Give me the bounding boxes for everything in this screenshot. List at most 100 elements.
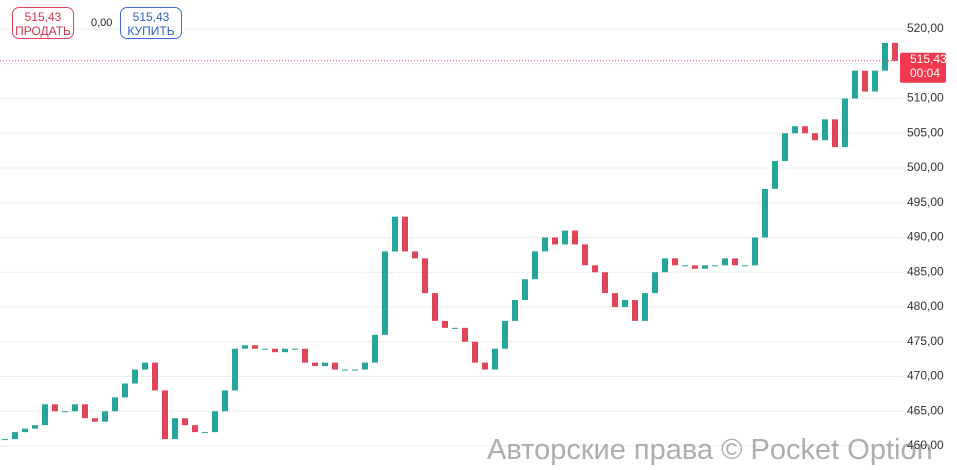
candle — [372, 334, 378, 363]
candle — [242, 345, 248, 349]
candle — [822, 119, 828, 141]
candle — [832, 119, 838, 148]
candle — [882, 42, 888, 71]
y-tick-label: 510,00 — [907, 91, 944, 105]
candle — [482, 362, 488, 370]
candle — [62, 411, 68, 413]
candle — [2, 439, 8, 441]
candle — [502, 320, 508, 349]
candle — [702, 265, 708, 269]
candle — [342, 369, 348, 371]
candle — [422, 258, 428, 294]
candle — [742, 265, 748, 267]
candle — [412, 251, 418, 259]
buy-button[interactable]: 515,43 КУПИТЬ — [120, 7, 182, 39]
candle — [382, 251, 388, 335]
candle — [582, 244, 588, 266]
candle — [282, 348, 288, 353]
candle — [402, 216, 408, 252]
candle — [872, 70, 878, 92]
candle — [232, 348, 238, 391]
candle — [542, 237, 548, 252]
candle — [602, 272, 608, 294]
y-tick-label: 470,00 — [907, 369, 944, 383]
candle — [642, 293, 648, 321]
sell-price: 515,43 — [24, 10, 62, 24]
candle — [772, 161, 778, 189]
candle — [592, 265, 598, 273]
candle — [142, 362, 148, 370]
y-tick-label: 505,00 — [907, 125, 944, 139]
y-tick-label: 520,00 — [907, 21, 944, 35]
candle — [252, 345, 258, 349]
candle — [432, 293, 438, 321]
candle — [612, 293, 618, 308]
candle — [632, 300, 638, 321]
candle — [442, 320, 448, 328]
candle — [92, 418, 98, 422]
candle — [132, 369, 138, 384]
candle — [782, 133, 788, 162]
candle — [462, 327, 468, 342]
candle — [12, 432, 18, 440]
candle — [622, 300, 628, 308]
candle — [472, 341, 478, 363]
y-tick-label: 480,00 — [907, 299, 944, 313]
buy-price: 515,43 — [132, 10, 170, 24]
candle — [892, 42, 898, 61]
candle — [692, 265, 698, 269]
candle — [212, 411, 218, 433]
candle — [112, 397, 118, 412]
candle — [42, 404, 48, 426]
candle — [262, 348, 268, 350]
candle — [362, 362, 368, 370]
candle — [82, 404, 88, 419]
candle — [202, 432, 208, 434]
candle — [852, 70, 858, 99]
candle — [392, 216, 398, 252]
candle — [722, 258, 728, 266]
candle — [732, 258, 738, 266]
candle — [452, 327, 458, 329]
candle — [22, 428, 28, 433]
candle — [572, 230, 578, 245]
candle — [802, 126, 808, 134]
y-tick-label: 490,00 — [907, 230, 944, 244]
buy-label: КУПИТЬ — [127, 24, 175, 38]
candle — [552, 237, 558, 245]
candle — [172, 418, 178, 440]
candle — [182, 418, 188, 426]
y-tick-label: 485,00 — [907, 264, 944, 278]
candle — [762, 188, 768, 238]
candle — [32, 425, 38, 429]
candle — [662, 258, 668, 273]
candle — [682, 265, 688, 267]
candle — [652, 272, 658, 294]
candle — [522, 279, 528, 301]
candle — [102, 411, 108, 422]
sell-button[interactable]: 515,43 ПРОДАТЬ — [12, 7, 74, 39]
candle — [322, 362, 328, 367]
y-tick-label: 475,00 — [907, 334, 944, 348]
candle — [52, 404, 58, 412]
candle — [122, 383, 128, 398]
candle — [512, 300, 518, 321]
candle — [812, 133, 818, 141]
y-tick-label: 500,00 — [907, 160, 944, 174]
y-tick-label: 495,00 — [907, 195, 944, 209]
candle — [862, 70, 868, 92]
candle — [222, 390, 228, 412]
candle — [162, 390, 168, 440]
candle — [312, 362, 318, 367]
candle — [152, 362, 158, 391]
candle — [72, 404, 78, 412]
candle — [792, 126, 798, 134]
candle — [272, 348, 278, 353]
price-timer: 00:04 — [910, 66, 940, 80]
sell-label: ПРОДАТЬ — [15, 24, 71, 38]
watermark: Авторские права © Pocket Option — [487, 434, 933, 466]
candle — [352, 369, 358, 371]
candle — [562, 230, 568, 245]
candle — [532, 251, 538, 280]
